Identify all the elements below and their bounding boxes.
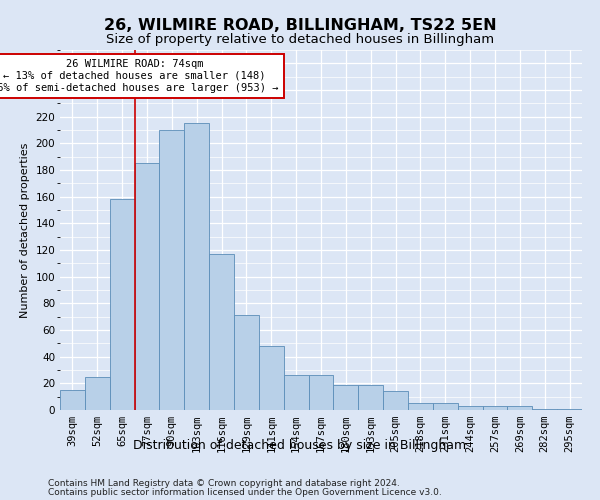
Bar: [482, 406, 508, 410]
Bar: [134, 164, 160, 410]
Bar: [85, 376, 110, 410]
Bar: [358, 384, 383, 410]
Bar: [209, 254, 234, 410]
Bar: [160, 130, 184, 410]
Bar: [110, 200, 134, 410]
Bar: [508, 406, 532, 410]
Bar: [458, 406, 482, 410]
Text: Contains HM Land Registry data © Crown copyright and database right 2024.: Contains HM Land Registry data © Crown c…: [48, 479, 400, 488]
Bar: [557, 408, 582, 410]
Bar: [234, 316, 259, 410]
Y-axis label: Number of detached properties: Number of detached properties: [20, 142, 30, 318]
Text: 26, WILMIRE ROAD, BILLINGHAM, TS22 5EN: 26, WILMIRE ROAD, BILLINGHAM, TS22 5EN: [104, 18, 496, 32]
Bar: [284, 376, 308, 410]
Bar: [334, 384, 358, 410]
Bar: [433, 404, 458, 410]
Bar: [60, 390, 85, 410]
Text: Size of property relative to detached houses in Billingham: Size of property relative to detached ho…: [106, 32, 494, 46]
Bar: [259, 346, 284, 410]
Bar: [184, 124, 209, 410]
Bar: [308, 376, 334, 410]
Bar: [532, 408, 557, 410]
Text: Distribution of detached houses by size in Billingham: Distribution of detached houses by size …: [133, 440, 467, 452]
Text: 26 WILMIRE ROAD: 74sqm
← 13% of detached houses are smaller (148)
86% of semi-de: 26 WILMIRE ROAD: 74sqm ← 13% of detached…: [0, 60, 278, 92]
Text: Contains public sector information licensed under the Open Government Licence v3: Contains public sector information licen…: [48, 488, 442, 497]
Bar: [383, 392, 408, 410]
Bar: [408, 404, 433, 410]
